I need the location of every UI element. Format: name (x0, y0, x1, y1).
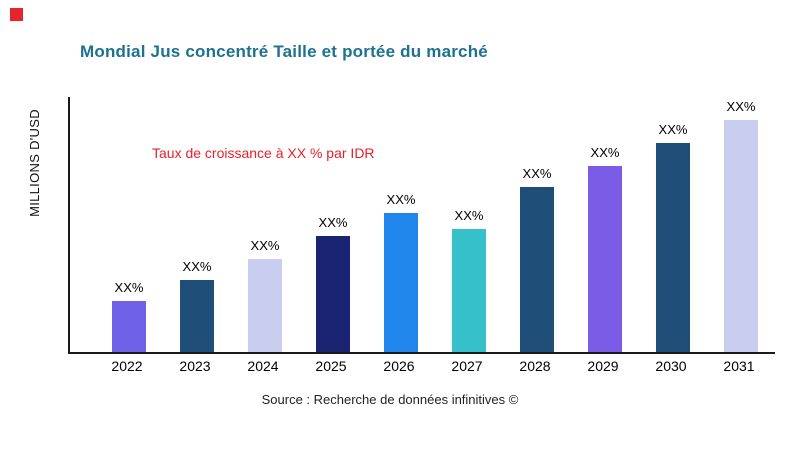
y-axis-label: MILLIONS D'USD (27, 109, 42, 217)
bar-2031 (724, 120, 758, 352)
x-tick-2023: 2023 (179, 358, 211, 374)
bar-value-label-2028: XX% (522, 166, 552, 181)
bar-value-label-2026: XX% (386, 192, 416, 207)
x-tick-2025: 2025 (315, 358, 347, 374)
bar-2030 (656, 143, 690, 352)
bar-column-2025: XX% (299, 215, 367, 352)
bar-series: XX% XX% XX% XX% XX% XX% XX% XX% XX% XX% (70, 97, 775, 352)
bar-column-2029: XX% (571, 145, 639, 352)
bar-value-label-2029: XX% (590, 145, 620, 160)
chart-title: Mondial Jus concentré Taille et portée d… (80, 42, 488, 61)
bar-2023 (180, 280, 214, 352)
bar-column-2022: XX% (95, 280, 163, 352)
x-tick-2031: 2031 (723, 358, 755, 374)
bar-value-label-2031: XX% (726, 99, 756, 114)
bar-value-label-2025: XX% (318, 215, 348, 230)
brand-square (10, 8, 23, 21)
bar-value-label-2027: XX% (454, 208, 484, 223)
bar-value-label-2022: XX% (114, 280, 144, 295)
bar-value-label-2030: XX% (658, 122, 688, 137)
bar-2026 (384, 213, 418, 352)
x-tick-2022: 2022 (111, 358, 143, 374)
x-tick-2028: 2028 (519, 358, 551, 374)
bar-value-label-2024: XX% (250, 238, 280, 253)
x-tick-2030: 2030 (655, 358, 687, 374)
bar-value-label-2023: XX% (182, 259, 212, 274)
x-tick-2024: 2024 (247, 358, 279, 374)
bar-2022 (112, 301, 146, 352)
source-caption: Source : Recherche de données infinitive… (261, 392, 519, 407)
bar-column-2027: XX% (435, 208, 503, 352)
bar-2024 (248, 259, 282, 352)
bar-2025 (316, 236, 350, 352)
x-tick-2029: 2029 (587, 358, 619, 374)
bar-2028 (520, 187, 554, 352)
growth-rate-annotation: Taux de croissance à XX % par IDR (152, 145, 375, 161)
bar-2029 (588, 166, 622, 352)
bar-column-2030: XX% (639, 122, 707, 352)
bar-column-2023: XX% (163, 259, 231, 352)
x-tick-2026: 2026 (383, 358, 415, 374)
bar-2027 (452, 229, 486, 352)
bar-column-2031: XX% (707, 99, 775, 352)
bar-column-2028: XX% (503, 166, 571, 352)
bar-column-2024: XX% (231, 238, 299, 352)
bar-column-2026: XX% (367, 192, 435, 352)
x-tick-2027: 2027 (451, 358, 483, 374)
plot-area: Taux de croissance à XX % par IDR XX% XX%… (68, 97, 775, 354)
x-axis-ticks: 2022 2023 2024 2025 2026 2027 2028 2029 2030 2031 (68, 358, 773, 374)
